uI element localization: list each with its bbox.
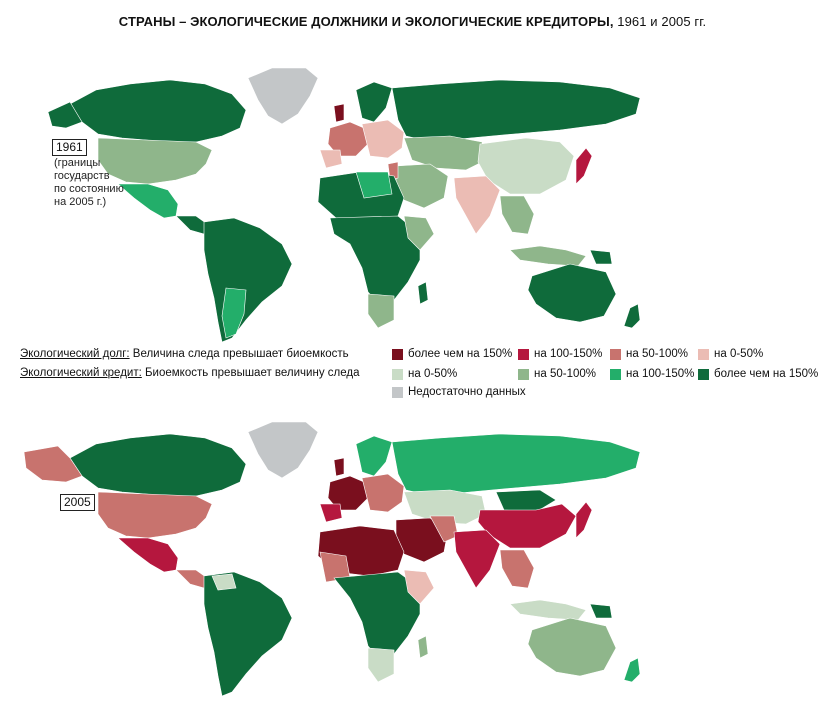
region-mexico (117, 537, 179, 573)
region-madagascar (417, 281, 429, 305)
legend-item-label: на 50-100% (534, 368, 596, 380)
region-china (477, 503, 577, 549)
region-southern-africa (367, 647, 395, 683)
legend-debt-label: Экологический долг: (20, 348, 130, 360)
region-china (477, 137, 575, 195)
region-india (453, 175, 501, 235)
region-madagascar (417, 635, 429, 659)
region-western-europe (327, 475, 369, 511)
title-main: СТРАНЫ – ЭКОЛОГИЧЕСКИЕ ДОЛЖНИКИ И ЭКОЛОГ… (118, 14, 614, 29)
region-south-america (203, 571, 293, 697)
region-alaska (23, 445, 83, 483)
region-canada (69, 433, 247, 497)
legend-credit-row: Экологический кредит: Биоемкость превыша… (20, 367, 359, 379)
legend-item-label: на 100-150% (626, 368, 695, 380)
region-russia (391, 433, 641, 497)
region-japan (575, 147, 593, 185)
legend-credit-100: на 100-150% (610, 368, 694, 380)
region-new-zealand (623, 303, 641, 329)
region-south-america (203, 217, 293, 343)
legend-swatch (610, 368, 621, 380)
region-central-europe (361, 473, 405, 513)
legend-swatch (392, 368, 403, 380)
page-title: СТРАНЫ – ЭКОЛОГИЧЕСКИЕ ДОЛЖНИКИ И ЭКОЛОГ… (0, 14, 825, 29)
region-iberia (319, 149, 343, 169)
legend-debt-row: Экологический долг: Величина следа превы… (20, 348, 349, 360)
region-scandinavia (355, 81, 393, 123)
legend-credit-text: Биоемкость превышает величину следа (141, 367, 360, 379)
region-uk (333, 103, 345, 123)
region-indonesia (509, 599, 587, 621)
region-japan (575, 501, 593, 539)
legend-swatch (518, 368, 529, 380)
region-usa (97, 491, 213, 539)
region-russia (391, 79, 641, 143)
legend-item-label: на 0-50% (408, 368, 458, 380)
region-png (589, 603, 613, 619)
world-map-2005 (23, 421, 641, 697)
legend-debt-100: на 100-150% (518, 348, 602, 360)
legend-item-label: Недостаточно данных (408, 386, 526, 398)
legend-item-label: на 100-150% (534, 348, 603, 360)
region-usa (97, 137, 213, 185)
region-indonesia (509, 245, 587, 267)
region-se-asia (499, 195, 535, 235)
region-venezuela (211, 573, 237, 591)
note-line: государств (54, 170, 110, 182)
region-western-europe (327, 121, 369, 157)
legend-debt-0: на 0-50% (698, 348, 763, 360)
year-label-1961: 1961 (52, 139, 87, 156)
legend-swatch (698, 348, 709, 360)
region-png (589, 249, 613, 265)
legend-debt-text: Величина следа превышает биоемкость (129, 348, 349, 360)
legend-debt-50: на 50-100% (610, 348, 688, 360)
legend-swatch (698, 368, 709, 380)
legend-swatch (392, 386, 403, 398)
title-years: 1961 и 2005 гг. (617, 14, 707, 29)
legend-credit-label: Экологический кредит: (20, 367, 142, 379)
region-libya-egypt (355, 171, 393, 199)
legend-swatch (518, 348, 529, 360)
note-line: на 2005 г.) (54, 196, 107, 208)
region-argentina (221, 287, 247, 339)
region-uk (333, 457, 345, 477)
legend-credit-0: на 0-50% (392, 368, 457, 380)
legend-debt-150: более чем на 150% (392, 348, 512, 360)
region-mongolia (495, 489, 557, 513)
legend-nodata: Недостаточно данных (392, 386, 526, 398)
region-middle-east (395, 163, 449, 209)
region-greenland (247, 421, 319, 479)
legend-item-label: более чем на 150% (408, 348, 513, 360)
region-central-asia (403, 489, 487, 525)
map-1961-note: (границы государств по состоянию на 2005… (54, 157, 124, 209)
region-mexico (117, 183, 179, 219)
region-southern-africa (367, 293, 395, 329)
year-label-2005: 2005 (60, 494, 95, 511)
legend-credit-50: на 50-100% (518, 368, 596, 380)
region-australia (527, 263, 617, 323)
region-new-zealand (623, 657, 641, 683)
region-india (453, 529, 501, 589)
region-central-europe (361, 119, 405, 159)
region-canada (69, 79, 247, 143)
legend-item-label: более чем на 150% (714, 368, 819, 380)
world-map-1961 (47, 67, 641, 343)
region-iberia (319, 503, 343, 523)
region-greenland (247, 67, 319, 125)
region-scandinavia (355, 435, 393, 477)
region-se-asia (499, 549, 535, 589)
legend-item-label: на 50-100% (626, 348, 688, 360)
region-east-africa (403, 569, 435, 605)
legend-credit-150: более чем на 150% (698, 368, 818, 380)
region-australia (527, 617, 617, 677)
legend-item-label: на 0-50% (714, 348, 764, 360)
legend-swatch (610, 348, 621, 360)
region-central-asia (403, 135, 487, 171)
legend-swatch (392, 348, 403, 360)
note-line: по состоянию (54, 183, 124, 195)
region-east-africa (403, 215, 435, 251)
note-line: (границы (54, 157, 101, 169)
region-alaska (47, 101, 83, 129)
